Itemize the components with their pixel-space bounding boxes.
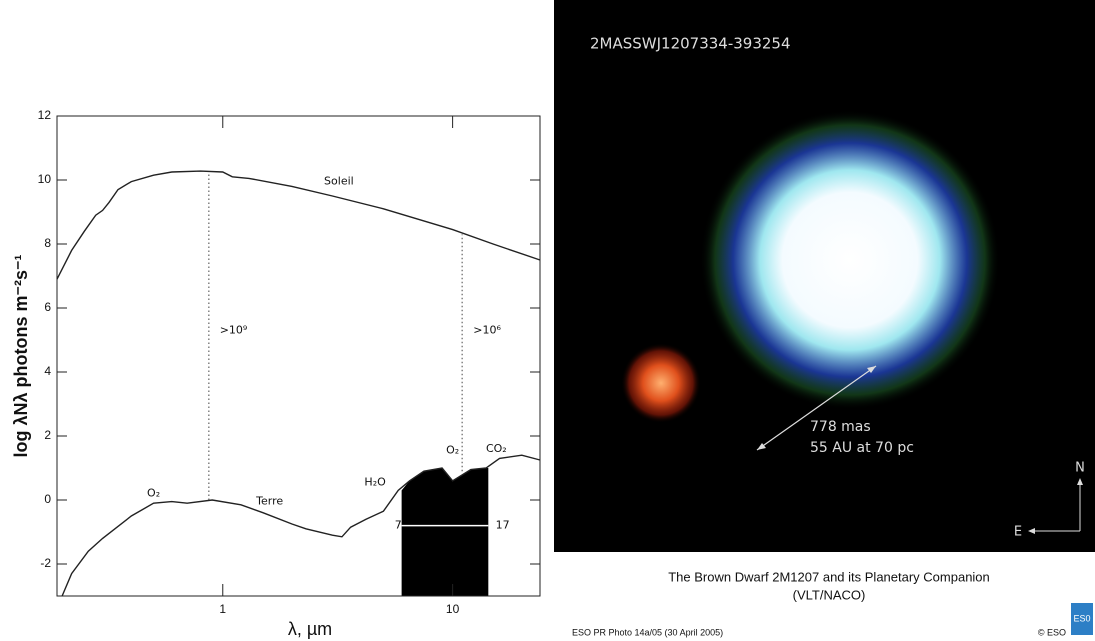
y-tick-label: 8 [44, 236, 51, 250]
annotation: H₂O [364, 475, 386, 488]
series-label: Terre [255, 495, 283, 508]
credit: ESO PR Photo 14a/05 (30 April 2005) [572, 627, 723, 637]
object-label: 2MASSWJ1207334-393254 [590, 35, 791, 53]
y-tick-label: 12 [38, 108, 52, 122]
annotation: 17 [496, 519, 510, 532]
north-label: N [1075, 461, 1085, 476]
highlight-band [401, 468, 489, 596]
copyright: © ESO [1038, 627, 1066, 637]
annotation: 7 [395, 519, 402, 532]
separation-arrow [756, 365, 877, 451]
x-tick-label: 10 [446, 602, 460, 616]
series-line [56, 170, 541, 280]
series-line [61, 454, 541, 597]
annotation: CO₂ [486, 442, 507, 455]
annotation: O₂ [446, 443, 459, 456]
y-axis-label: log λNλ photons m⁻²s⁻¹ [11, 254, 31, 457]
annotation: >10⁶ [473, 323, 501, 336]
y-tick-label: 6 [44, 300, 51, 314]
photo: 2MASSWJ1207334-393254 778 mas 55 AU at 7… [554, 0, 1095, 637]
x-axis-label: λ, µm [288, 619, 332, 639]
x-tick-label: 1 [219, 602, 226, 616]
north-arrow-head [1077, 478, 1083, 485]
caption: (VLT/NACO) [793, 587, 866, 602]
eso-logo-text: ES0 [1073, 613, 1090, 623]
y-tick-label: 10 [38, 172, 52, 186]
y-tick-label: -2 [40, 556, 51, 570]
y-tick-label: 0 [44, 492, 51, 506]
planetary-companion [621, 343, 701, 423]
chart: λ, µm log λNλ photons m⁻²s⁻¹ -2 0 2 4 6 8 10 12… [11, 108, 541, 639]
east-label: E [1014, 525, 1022, 540]
series-label: Soleil [324, 175, 354, 188]
annotation: >10⁹ [220, 323, 248, 336]
distance-label: 55 AU at 70 pc [810, 440, 914, 456]
east-arrow-head [1028, 528, 1035, 534]
caption: The Brown Dwarf 2M1207 and its Planetary… [668, 569, 990, 584]
brown-dwarf [700, 110, 1000, 410]
y-tick-label: 4 [44, 364, 51, 378]
separation-label: 778 mas [810, 419, 871, 435]
y-tick-label: 2 [44, 428, 51, 442]
eso-logo [1071, 603, 1093, 635]
plot-frame [56, 115, 541, 597]
annotation: O₂ [147, 487, 160, 500]
